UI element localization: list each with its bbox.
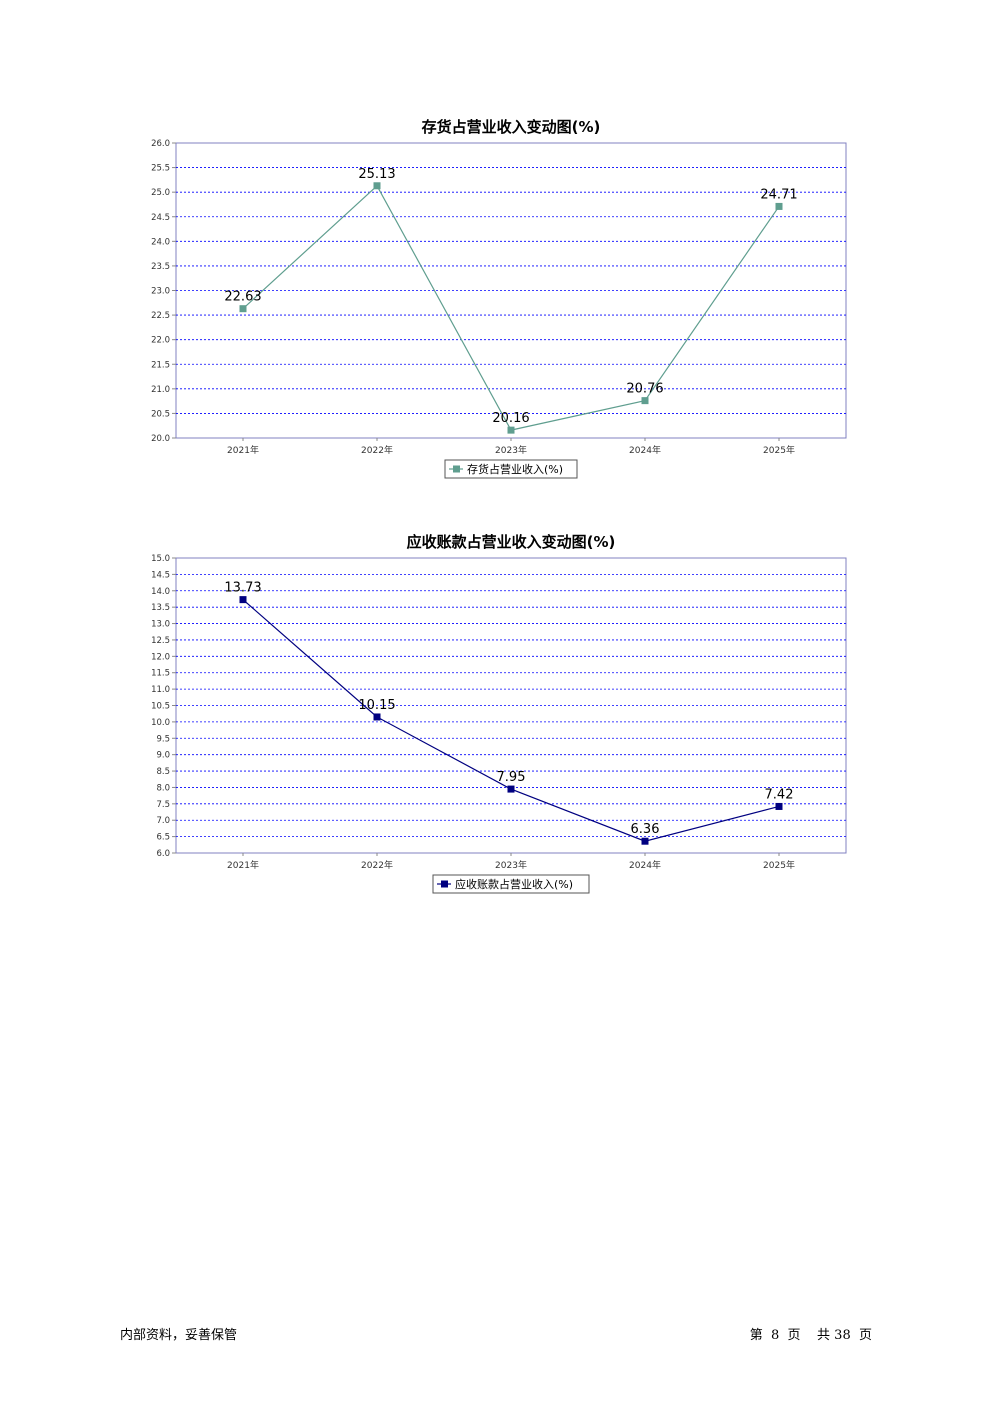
data-label: 24.71 (760, 187, 797, 202)
y-tick-label: 7.0 (156, 816, 170, 826)
y-tick-label: 21.0 (151, 385, 170, 395)
x-tick-label: 2023年 (495, 444, 527, 456)
data-point-marker (507, 426, 515, 434)
y-tick-label: 20.0 (151, 434, 170, 444)
y-tick-label: 14.5 (151, 570, 170, 580)
y-tick-label: 23.0 (151, 287, 170, 297)
data-point-marker (775, 802, 783, 810)
data-label: 22.63 (224, 290, 261, 305)
data-point-marker (641, 837, 649, 845)
data-point-marker (775, 202, 783, 210)
y-tick-label: 22.0 (151, 336, 170, 346)
chart-title: 存货占营业收入变动图(%) (422, 118, 601, 136)
legend-label: 存货占营业收入(%) (467, 462, 563, 476)
y-tick-label: 11.0 (151, 685, 170, 695)
receivables-ratio-chart: 应收账款占营业收入变动图(%) 6.0 6.5 7.0 7.5 8.0 8.5 9.0 9.5 1… (0, 525, 992, 905)
legend-label: 应收账款占营业收入(%) (455, 877, 573, 891)
legend-marker (453, 465, 460, 473)
data-point-marker (373, 713, 381, 721)
y-tick-label: 10.0 (151, 718, 170, 728)
data-label: 20.16 (492, 411, 529, 426)
x-tick-label: 2021年 (227, 859, 259, 871)
y-tick-label: 10.5 (151, 702, 170, 712)
x-tick-label: 2022年 (361, 444, 393, 456)
x-tick-label: 2022年 (361, 859, 393, 871)
footer-page-number: 第 8 页 共 38 页 (749, 1328, 872, 1343)
data-point-marker (641, 397, 649, 405)
x-tick-label: 2024年 (629, 859, 661, 871)
y-tick-label: 22.5 (151, 311, 170, 321)
x-tick-label: 2023年 (495, 859, 527, 871)
x-tick-label: 2025年 (763, 859, 795, 871)
y-tick-label: 24.5 (151, 213, 170, 223)
y-tick-label: 20.5 (151, 409, 170, 419)
y-tick-label: 7.5 (156, 800, 170, 810)
data-label: 25.13 (358, 167, 395, 182)
inventory-ratio-chart: 存货占营业收入变动图(%) 20.0 20.5 21.0 21.5 22.0 22.5 23.… (0, 110, 992, 490)
y-tick-label: 26.0 (151, 139, 170, 149)
y-tick-label: 6.0 (156, 849, 170, 859)
y-tick-label: 14.0 (151, 587, 170, 597)
data-label: 6.36 (631, 822, 660, 837)
y-tick-label: 24.0 (151, 237, 170, 247)
y-tick-label: 9.0 (156, 751, 170, 761)
legend-box (432, 874, 590, 894)
y-tick-label: 23.5 (151, 262, 170, 272)
plot-area (175, 557, 847, 854)
y-tick-label: 21.5 (151, 360, 170, 370)
plot-area (175, 142, 847, 439)
inventory-ratio-chart-svg: 存货占营业收入变动图(%) 20.0 20.5 21.0 21.5 22.0 22.5 23.… (151, 118, 847, 479)
legend-marker (441, 880, 448, 888)
x-tick-label: 2025年 (763, 444, 795, 456)
data-label: 7.42 (765, 787, 794, 802)
data-label: 13.73 (224, 581, 261, 596)
chart-title: 应收账款占营业收入变动图(%) (407, 533, 616, 551)
y-tick-label: 9.5 (156, 734, 170, 744)
x-tick-label: 2021年 (227, 444, 259, 456)
data-point-marker (507, 785, 515, 793)
x-tick-label: 2024年 (629, 444, 661, 456)
data-point-marker (239, 305, 247, 313)
y-tick-label: 8.0 (156, 783, 170, 793)
y-tick-label: 12.5 (151, 636, 170, 646)
receivables-ratio-chart-svg: 应收账款占营业收入变动图(%) 6.0 6.5 7.0 7.5 8.0 8.5 9.0 9.5 1… (151, 533, 847, 894)
legend-box (444, 459, 578, 479)
data-point-marker (239, 596, 247, 604)
y-tick-label: 13.5 (151, 603, 170, 613)
y-tick-label: 6.5 (156, 833, 170, 843)
data-label: 20.76 (626, 382, 663, 397)
footer-confidential-note: 内部资料，妥善保管 (120, 1328, 238, 1343)
y-tick-label: 13.0 (151, 620, 170, 630)
y-tick-label: 11.5 (151, 669, 170, 679)
y-tick-label: 15.0 (151, 554, 170, 564)
y-tick-label: 8.5 (156, 767, 170, 777)
data-label: 10.15 (358, 698, 395, 713)
data-label: 7.95 (497, 770, 526, 785)
y-tick-label: 12.0 (151, 652, 170, 662)
y-tick-label: 25.5 (151, 164, 170, 174)
y-tick-label: 25.0 (151, 188, 170, 198)
data-point-marker (373, 182, 381, 190)
